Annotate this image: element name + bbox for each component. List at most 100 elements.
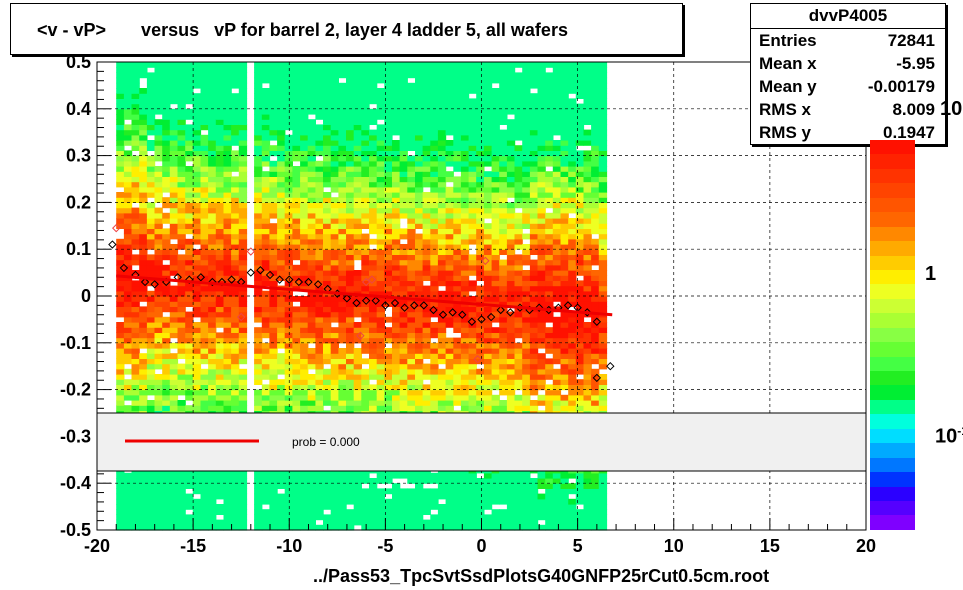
heatmap-cell — [529, 504, 539, 510]
heatmap-cell — [384, 98, 393, 105]
heatmap-cell — [277, 249, 286, 255]
heatmap-cell — [315, 218, 324, 224]
heatmap-cell — [254, 259, 263, 266]
heatmap-cell — [522, 244, 531, 250]
heatmap-cell — [506, 509, 516, 515]
heatmap-cell — [238, 228, 248, 235]
heatmap-cell — [215, 119, 225, 125]
heatmap-cell — [116, 472, 125, 479]
heatmap-cell — [529, 384, 539, 391]
heatmap-cell — [392, 259, 401, 266]
heatmap-cell — [361, 124, 370, 131]
heatmap-cell — [437, 114, 447, 120]
heatmap-cell — [269, 358, 278, 365]
heatmap-cell — [399, 93, 408, 99]
heatmap-cell — [330, 176, 339, 183]
heatmap-cell — [346, 342, 355, 349]
heatmap-cell — [506, 145, 516, 151]
heatmap-cell — [476, 103, 485, 110]
heatmap-cell — [346, 134, 355, 141]
heatmap-cell — [223, 353, 232, 359]
heatmap-cell — [192, 353, 202, 359]
heatmap-cell — [146, 384, 156, 391]
heatmap-cell — [192, 119, 202, 125]
heatmap-cell — [376, 358, 385, 365]
heatmap-cell — [491, 280, 500, 287]
heatmap-cell — [552, 249, 562, 255]
heatmap-cell — [323, 108, 332, 115]
heatmap-cell — [476, 327, 485, 333]
heatmap-cell — [483, 290, 493, 297]
heatmap-cell — [146, 363, 156, 370]
heatmap-cell — [215, 316, 225, 323]
heatmap-cell — [560, 280, 569, 287]
heatmap-cell — [560, 67, 569, 73]
heatmap-cell — [491, 306, 500, 313]
heatmap-cell — [200, 207, 209, 214]
heatmap-cell — [231, 275, 240, 281]
heatmap-cell — [200, 327, 209, 333]
heatmap-cell — [238, 504, 248, 510]
heatmap-cell — [407, 202, 416, 209]
heatmap-cell — [476, 218, 485, 224]
heatmap-cell — [545, 155, 554, 162]
heatmap-cell — [369, 322, 378, 328]
heatmap-cell — [346, 228, 355, 235]
heatmap-cell — [146, 374, 156, 380]
heatmap-cell — [330, 384, 339, 391]
heatmap-cell — [231, 405, 240, 411]
heatmap-cell — [453, 316, 462, 323]
heatmap-cell — [338, 192, 347, 198]
heatmap-cell — [506, 166, 516, 172]
heatmap-cell — [415, 483, 424, 489]
heatmap-cell — [437, 311, 447, 318]
heatmap-cell — [292, 342, 301, 349]
heatmap-cell — [223, 472, 232, 479]
heatmap-cell — [315, 67, 324, 73]
heatmap-cell — [330, 514, 339, 521]
heatmap-cell — [407, 166, 416, 172]
heatmap-cell — [223, 228, 232, 235]
heatmap-cell — [430, 254, 439, 261]
heatmap-cell — [338, 259, 347, 266]
heatmap-cell — [123, 384, 133, 391]
heatmap-cell — [116, 181, 125, 188]
heatmap-cell — [346, 353, 355, 359]
heatmap-cell — [529, 290, 539, 297]
heatmap-cell — [522, 327, 531, 333]
heatmap-cell — [261, 389, 271, 396]
heatmap-cell — [185, 296, 194, 302]
heatmap-cell — [338, 275, 347, 281]
heatmap-cell — [568, 509, 577, 515]
heatmap-cell — [185, 108, 194, 115]
heatmap-cell — [545, 150, 554, 157]
heatmap-cell — [269, 197, 278, 203]
heatmap-cell — [292, 483, 301, 489]
heatmap-cell — [307, 488, 316, 495]
heatmap-cell — [200, 337, 209, 344]
heatmap-cell — [514, 202, 523, 209]
heatmap-cell — [353, 223, 362, 229]
heatmap-cell — [231, 285, 240, 292]
heatmap-cell — [560, 218, 569, 224]
heatmap-cell — [430, 405, 439, 411]
heatmap-cell — [330, 119, 339, 125]
heatmap-cell — [460, 488, 470, 495]
heatmap-cell — [545, 192, 554, 198]
heatmap-cell — [131, 353, 140, 359]
heatmap-cell — [169, 93, 179, 99]
heatmap-cell — [552, 119, 562, 125]
heatmap-cell — [200, 82, 209, 89]
heatmap-cell — [215, 488, 225, 495]
heatmap-cell — [215, 483, 225, 489]
heatmap-cell — [231, 150, 240, 157]
heatmap-cell — [361, 290, 370, 297]
heatmap-cell — [300, 264, 309, 271]
heatmap-cell — [177, 405, 186, 411]
heatmap-cell — [315, 212, 324, 219]
heatmap-cell — [131, 254, 140, 261]
heatmap-cell — [131, 472, 140, 479]
heatmap-cell — [323, 384, 332, 391]
heatmap-cell — [162, 176, 171, 183]
heatmap-cell — [522, 405, 531, 411]
